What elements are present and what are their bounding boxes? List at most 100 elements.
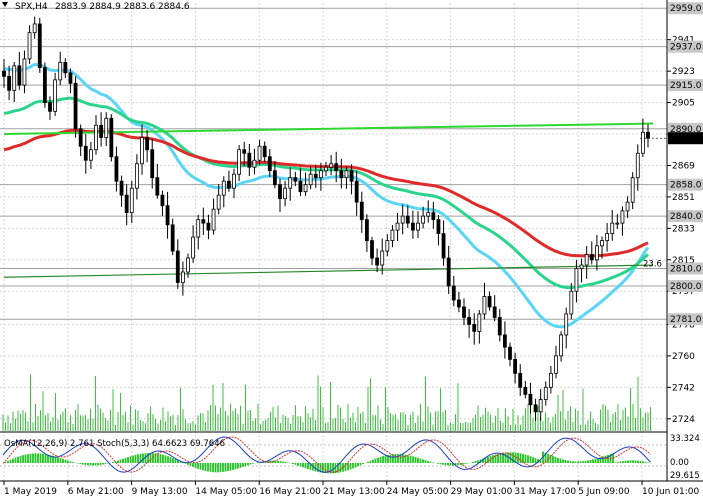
candle-body: [375, 257, 380, 266]
candle-body: [564, 313, 569, 336]
candle-body: [354, 180, 359, 203]
time-tick-label: 31 May 17:00: [514, 487, 576, 497]
candle-body: [436, 219, 441, 234]
oscillator-scale-label: 33.324: [670, 434, 700, 444]
price-tick-label: 2797: [672, 287, 695, 297]
candle-body: [58, 61, 63, 81]
level-label-bg: [668, 280, 703, 293]
candle-body: [12, 65, 17, 91]
level-label: 2890.0: [670, 125, 702, 135]
candle-body: [610, 222, 615, 234]
candle-body: [267, 156, 272, 172]
candle-body: [421, 215, 426, 224]
candle-body: [68, 72, 73, 84]
price-tick-label: 2833: [672, 224, 695, 234]
candle-body: [518, 372, 523, 388]
candle-body: [456, 299, 461, 308]
price-scale: 2941292329052887286928512833281527972778…: [640, 2, 703, 425]
candle-body: [27, 32, 32, 60]
candle-body: [221, 180, 226, 196]
candle-body: [252, 159, 257, 168]
time-tick-label: 29 May 01:00: [451, 487, 513, 497]
candle-body: [237, 149, 242, 175]
level-label: 2810.0: [670, 265, 702, 275]
candle-body: [272, 170, 277, 186]
time-scale: 1 May 2019 6 May 21:00 9 May 13:00 14 May 0…: [3, 481, 699, 497]
candle-body: [410, 222, 415, 231]
candle-body: [140, 137, 144, 165]
ema-line: [3, 62, 650, 329]
time-tick-label: 16 May 21:00: [259, 487, 321, 497]
candle-body: [426, 212, 431, 217]
candle-body: [589, 254, 594, 261]
ohlc-values: 2883.9 2884.9 2883.6 2884.6: [55, 2, 190, 12]
candle-body: [370, 240, 374, 259]
candle-body: [257, 145, 262, 161]
candle-body: [395, 222, 400, 231]
candle-body: [129, 187, 134, 214]
time-tick-label: 5 Jun 09:00: [578, 487, 630, 497]
time-tick-label: 14 May 05:00: [195, 487, 257, 497]
candle-body: [288, 177, 293, 189]
candle-body: [308, 173, 313, 186]
candle-body: [513, 358, 518, 374]
oscillator-label: OsMA(12,26,9) 2.761 Stoch(5,3,3) 64.6623…: [4, 439, 225, 449]
level-label: 2959.0: [670, 4, 702, 14]
candle-body: [324, 166, 328, 172]
candle-body: [242, 149, 247, 154]
candles: [2, 16, 650, 421]
candle-body: [441, 233, 446, 259]
candle-body: [303, 184, 308, 193]
candle-body: [48, 102, 52, 112]
candle-body: [462, 306, 466, 318]
candle-body: [543, 386, 548, 400]
candle-body: [150, 149, 155, 179]
candle-body: [508, 346, 512, 360]
candle-body: [226, 180, 231, 189]
stoch-signal-line: [2, 436, 651, 473]
chart-header: SPX,H4 2883.9 2884.9 2883.6 2884.6: [2, 2, 190, 12]
candle-body: [114, 156, 119, 182]
candle-body: [548, 372, 553, 388]
candle-body: [359, 201, 364, 221]
candle-body: [477, 313, 482, 332]
price-tick-label: 2760: [672, 352, 695, 362]
candle-body: [83, 145, 88, 161]
price-tick-label: 2778: [672, 320, 695, 330]
candle-body: [502, 334, 507, 348]
fib-level-label: 23.6: [643, 260, 662, 270]
candle-body: [73, 82, 78, 130]
candle-body: [364, 219, 369, 241]
candle-body: [318, 170, 323, 179]
candle-body: [109, 117, 114, 158]
candle-body: [594, 245, 599, 261]
candle-body: [620, 210, 625, 224]
oscillator-window: 33.324 0.00 29.615: [0, 434, 700, 481]
level-label-bg: [668, 178, 703, 191]
candle-body: [145, 137, 150, 151]
candle-body: [7, 75, 12, 91]
candle-body: [232, 173, 236, 189]
axes: [0, 0, 703, 482]
candle-body: [334, 163, 339, 172]
candle-body: [283, 187, 288, 200]
current-price-bg: [668, 132, 703, 145]
candle-body: [405, 215, 410, 224]
candle-body: [63, 61, 68, 74]
candle-body: [53, 79, 58, 112]
candle-body: [2, 70, 6, 77]
candle-body: [431, 212, 436, 221]
candle-body: [42, 67, 47, 103]
candle-body: [191, 236, 196, 259]
oscillator-header: OsMA(12,26,9) 2.761 Stoch(5,3,3) 64.6623…: [4, 439, 225, 449]
candle-body: [446, 257, 451, 287]
candle-body: [630, 177, 635, 203]
price-tick-label: 2905: [672, 99, 695, 109]
candle-body: [349, 170, 354, 182]
candle-body: [247, 152, 252, 168]
price-tick-label: 2724: [672, 415, 695, 425]
candle-body: [119, 180, 124, 196]
candle-body: [22, 58, 27, 86]
time-tick-label: 1 May 2019: [4, 487, 57, 497]
